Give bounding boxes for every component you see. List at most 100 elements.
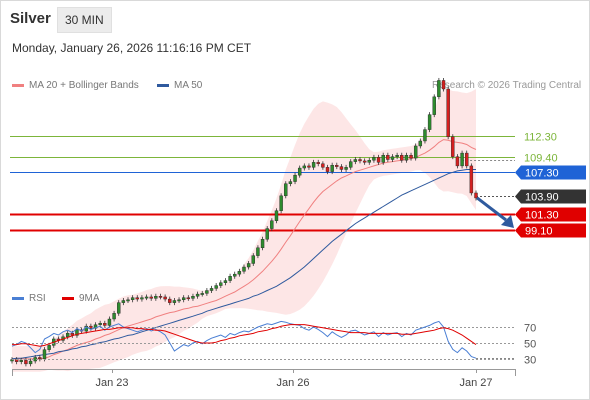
candle [270, 218, 274, 232]
level-tag-pivot [515, 165, 586, 180]
candle-body [376, 157, 381, 163]
candle-body [404, 155, 409, 161]
candle [158, 293, 163, 300]
candle [38, 354, 42, 362]
candle [297, 165, 302, 178]
candle-body [144, 296, 149, 299]
candle [321, 161, 325, 170]
candle [469, 163, 474, 196]
candle [413, 143, 418, 161]
candle [423, 127, 427, 144]
candle-body [47, 345, 51, 350]
candle-body [242, 266, 246, 272]
candle-body [413, 145, 418, 159]
candle [460, 150, 464, 169]
candle [149, 294, 153, 301]
candle [47, 342, 51, 353]
candle-body [358, 159, 362, 162]
candle-body [251, 255, 255, 264]
candle [200, 290, 204, 297]
legend-ma50-label: MA 50 [174, 80, 203, 91]
candle-body [186, 297, 191, 300]
candle [316, 159, 320, 167]
ma20-line [12, 139, 477, 360]
candle-body [409, 155, 413, 159]
header-bar: Silver 30 MIN [0, 0, 588, 38]
candle-body [302, 165, 307, 169]
candle [265, 226, 269, 242]
candle [274, 208, 279, 224]
candle-body [260, 239, 265, 249]
candle-body [465, 152, 469, 167]
candle-body [191, 296, 195, 299]
candle [400, 152, 404, 163]
candle [260, 236, 265, 251]
candle-body [38, 357, 42, 360]
level-label-resistance: 109.40 [524, 153, 558, 165]
candle-body [181, 297, 186, 300]
candle-body [42, 349, 47, 360]
candle-body [75, 329, 79, 336]
candle-body [437, 80, 441, 98]
candle [311, 159, 316, 170]
candle-body [344, 167, 348, 170]
x-tick-label: Jan 26 [276, 377, 309, 389]
candle [228, 273, 232, 284]
candle [441, 77, 446, 92]
candle [302, 163, 307, 171]
candle [437, 77, 441, 100]
candle [390, 154, 395, 162]
candle [376, 154, 381, 165]
candle [219, 280, 223, 289]
legend-9ma: 9MA [62, 293, 100, 304]
candle [339, 164, 344, 172]
candle [344, 164, 348, 172]
candle-body [400, 155, 404, 161]
candle [121, 298, 126, 306]
candle [103, 320, 107, 328]
candle [307, 163, 311, 170]
candle-body [154, 296, 158, 299]
candle-body [158, 296, 163, 298]
candle-body [168, 298, 172, 303]
timestamp: Monday, January 26, 2026 11:16:16 PM CET [12, 41, 252, 55]
candle-body [24, 360, 28, 365]
candle [214, 283, 218, 291]
candle-body [325, 167, 330, 172]
candle [335, 162, 339, 170]
candle [242, 264, 246, 274]
research-watermark: Research © 2026 Trading Central [432, 80, 582, 91]
candle-body [126, 299, 130, 302]
candle [256, 245, 260, 259]
candle [126, 297, 130, 303]
interval-button[interactable]: 30 MIN [57, 7, 112, 33]
candle-body [293, 174, 297, 182]
candle-body [28, 360, 33, 365]
candle-body [223, 280, 228, 283]
candle-body [432, 96, 436, 115]
legend-ma20-label: MA 20 + Bollinger Bands [29, 80, 139, 91]
candle [168, 296, 172, 306]
candle-body [112, 313, 116, 320]
candle [223, 278, 228, 286]
ma50-line [11, 169, 476, 360]
candle [395, 152, 399, 160]
candle-body [117, 302, 121, 314]
candle [409, 152, 413, 161]
forecast-arrow-shaft [476, 196, 507, 222]
candle [181, 295, 186, 303]
candle [418, 138, 423, 149]
candle [233, 271, 237, 279]
candle-body [103, 323, 107, 326]
level-tag-support [515, 223, 586, 238]
candle [195, 291, 200, 299]
candle-body [423, 129, 427, 142]
candle [135, 295, 139, 302]
forecast-arrow-head [501, 215, 514, 228]
candle-body [65, 333, 70, 338]
candle-body [381, 155, 385, 163]
candle [154, 293, 158, 301]
level-label-pivot: 107.30 [525, 168, 559, 180]
candle-body [418, 140, 423, 147]
